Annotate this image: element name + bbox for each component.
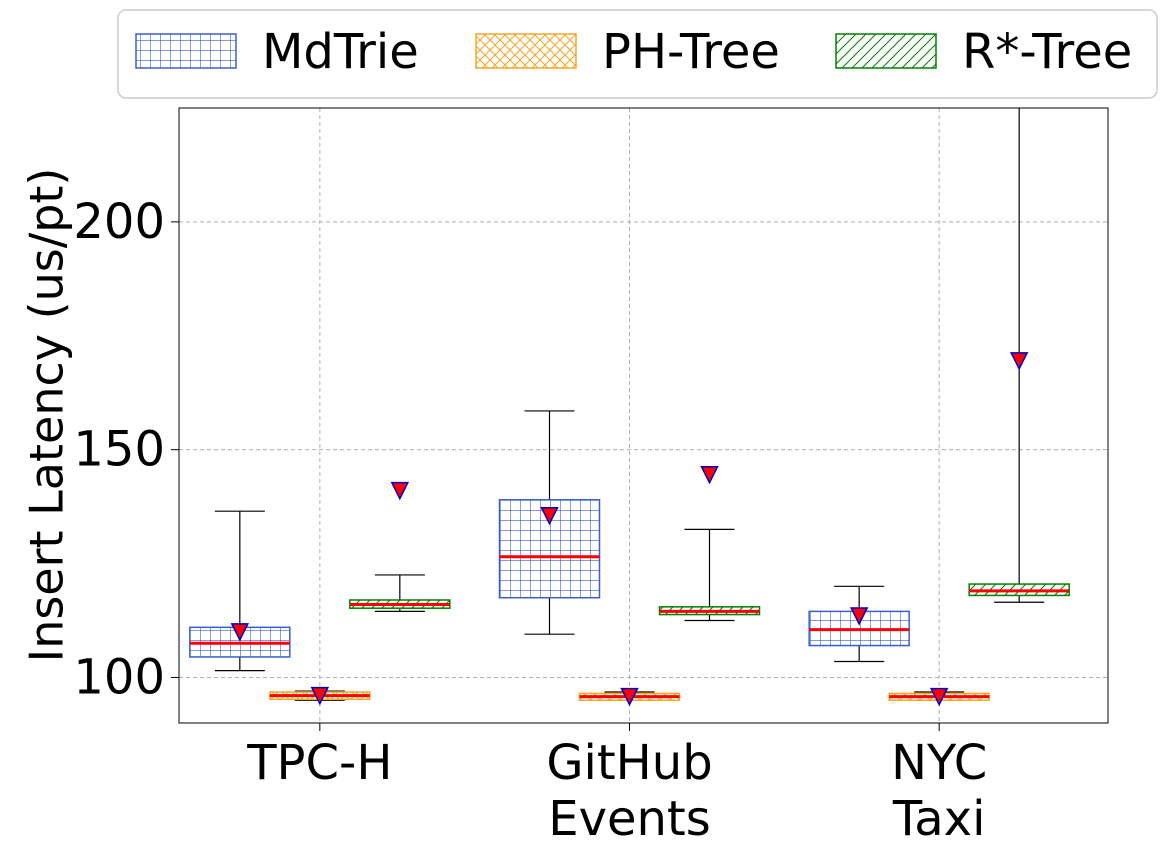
y-tick-label: 200: [73, 194, 165, 250]
legend-item-ph-tree: PH-Tree: [475, 24, 780, 80]
y-tick-label: 100: [73, 649, 165, 705]
box-mdtrie-0: [189, 510, 291, 672]
legend-frame: [117, 9, 1158, 99]
legend-swatch: [475, 33, 577, 69]
box-ph-tree-1: [578, 687, 681, 707]
y-axis-ticks: 100 150 200: [73, 194, 179, 705]
mean-marker: [700, 465, 719, 485]
box-ph-tree-0: [269, 686, 371, 706]
mean-marker: [929, 687, 949, 707]
plot-border: [178, 107, 1109, 724]
mean-marker: [849, 607, 869, 626]
legend-item-r-tree: R*-Tree: [835, 24, 1132, 80]
mean-marker: [540, 506, 559, 526]
mean-marker: [620, 687, 639, 707]
mean-marker: [1009, 352, 1029, 371]
legend-label: MdTrie: [262, 24, 419, 80]
mean-marker: [230, 623, 250, 642]
x-axis-ticks: TPC-H GitHub Events NYC Taxi: [246, 723, 987, 847]
mean-marker: [390, 481, 410, 501]
x-tick-label: NYC Taxi: [891, 735, 987, 847]
legend-swatch: [835, 33, 937, 69]
mean-marker: [310, 686, 330, 706]
box-r-tree-0: [349, 481, 451, 612]
grid-lines: [179, 108, 1108, 723]
plot-area: [179, 108, 1108, 723]
box-r-tree-1: [658, 465, 761, 622]
x-tick-label: GitHub Events: [546, 735, 712, 847]
x-tick-label: TPC-H: [246, 735, 392, 791]
box-mdtrie-1: [498, 410, 601, 635]
legend-label: R*-Tree: [962, 24, 1132, 80]
legend: MdTrie PH-Tree R*-Tree: [117, 9, 1158, 99]
y-axis-label: Insert Latency (us/pt): [20, 168, 74, 663]
box-ph-tree-2: [888, 687, 990, 707]
legend-swatch: [135, 33, 237, 69]
box-mdtrie-2: [808, 585, 910, 663]
box-plots: [189, 108, 1070, 707]
box-r-tree-2: [968, 108, 1070, 603]
y-tick-label: 150: [73, 422, 165, 478]
legend-item-mdtrie: MdTrie: [135, 24, 419, 80]
legend-label: PH-Tree: [602, 24, 780, 80]
